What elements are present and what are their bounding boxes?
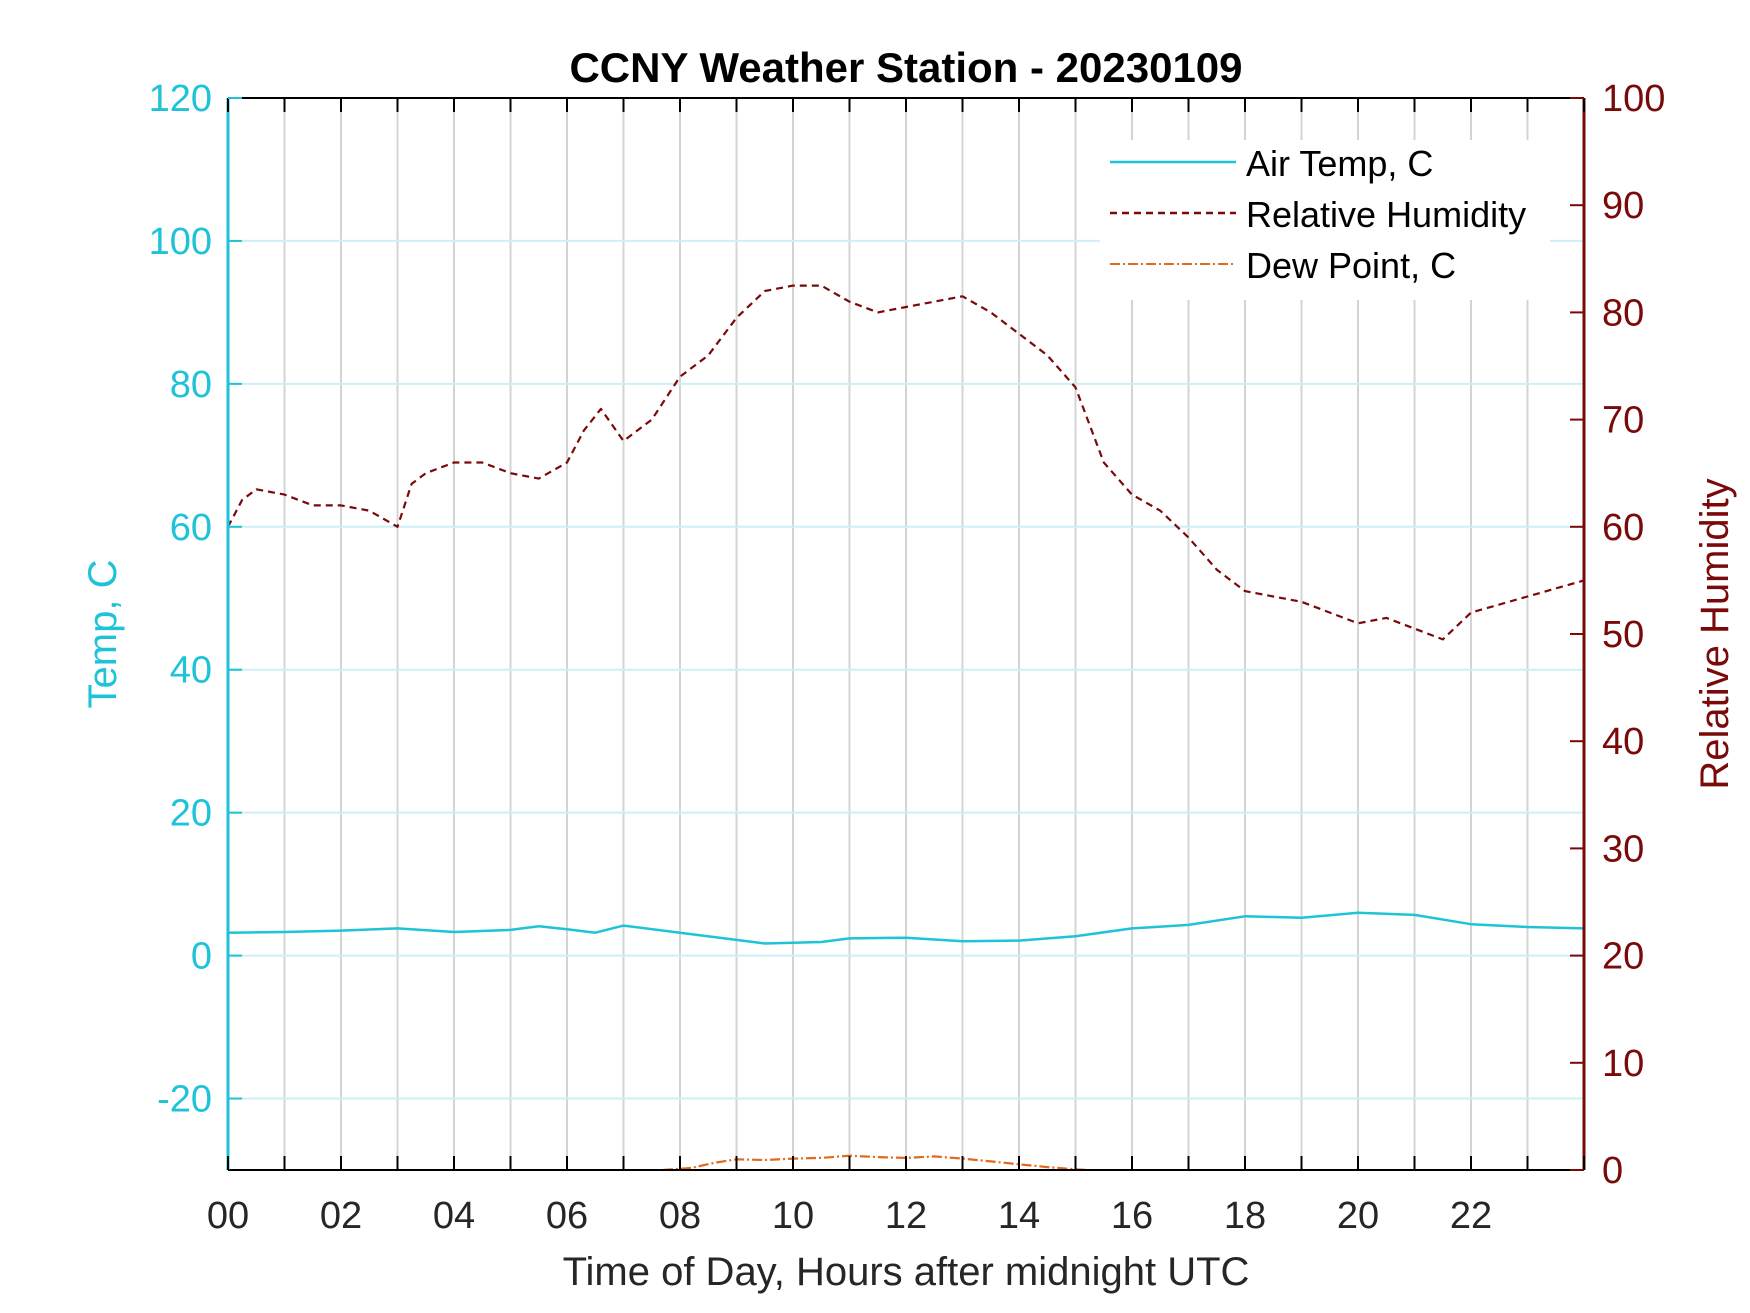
x-tick-label: 04 [433, 1195, 475, 1237]
y-tick-label-right: 90 [1602, 185, 1644, 227]
chart-title: CCNY Weather Station - 20230109 [569, 44, 1242, 91]
y-tick-label-right: 70 [1602, 400, 1644, 442]
x-tick-label: 14 [998, 1195, 1040, 1237]
legend-box [1100, 140, 1550, 300]
y-tick-label-right: 100 [1602, 78, 1665, 120]
y-axis-label-left: Temp, C [81, 560, 125, 709]
y-tick-label-left: 0 [191, 936, 212, 978]
y-tick-label-right: 0 [1602, 1150, 1623, 1192]
series-lines [227, 284, 1585, 1172]
y-tick-label-right: 50 [1602, 614, 1644, 656]
series-line-dew-point [662, 1154, 1087, 1172]
x-tick-label: 06 [546, 1195, 588, 1237]
y-tick-label-right: 60 [1602, 507, 1644, 549]
x-tick-label: 18 [1224, 1195, 1266, 1237]
y-tick-label-left: 20 [170, 793, 212, 835]
y-tick-label-left: 100 [149, 221, 212, 263]
y-tick-label-left: 120 [149, 78, 212, 120]
legend-label-air-temp: Air Temp, C [1246, 143, 1433, 184]
y-tick-label-right: 80 [1602, 292, 1644, 334]
y-tick-label-right: 10 [1602, 1043, 1644, 1085]
x-tick-label: 02 [320, 1195, 362, 1237]
y-tick-label-right: 30 [1602, 828, 1644, 870]
legend-label-humidity: Relative Humidity [1246, 194, 1526, 235]
series-line-air-temp [227, 911, 1585, 945]
y-tick-label-left: 60 [170, 507, 212, 549]
x-tick-label: 08 [659, 1195, 701, 1237]
axes [226, 97, 1586, 1171]
x-tick-label: 10 [772, 1195, 814, 1237]
x-tick-label: 22 [1450, 1195, 1492, 1237]
x-tick-label: 20 [1337, 1195, 1379, 1237]
series-line-humidity [227, 284, 1585, 641]
legend: Air Temp, C Relative Humidity Dew Point,… [1100, 140, 1550, 300]
y-tick-label-left: -20 [157, 1079, 212, 1121]
y-tick-label-right: 20 [1602, 936, 1644, 978]
x-tick-label: 16 [1111, 1195, 1153, 1237]
y-tick-label-left: 40 [170, 650, 212, 692]
y-axis-label-right: Relative Humidity [1693, 478, 1737, 789]
y-tick-label-left: 80 [170, 364, 212, 406]
x-tick-label: 12 [885, 1195, 927, 1237]
tick-labels: 00 02 04 06 08 10 12 14 16 18 20 22-200204060801001… [149, 78, 1666, 1237]
legend-label-dew-point: Dew Point, C [1246, 245, 1456, 286]
x-tick-label: 00 [207, 1195, 249, 1237]
x-axis-label: Time of Day, Hours after midnight UTC [563, 1250, 1250, 1294]
y-tick-label-right: 40 [1602, 721, 1644, 763]
grid [228, 97, 1584, 1170]
